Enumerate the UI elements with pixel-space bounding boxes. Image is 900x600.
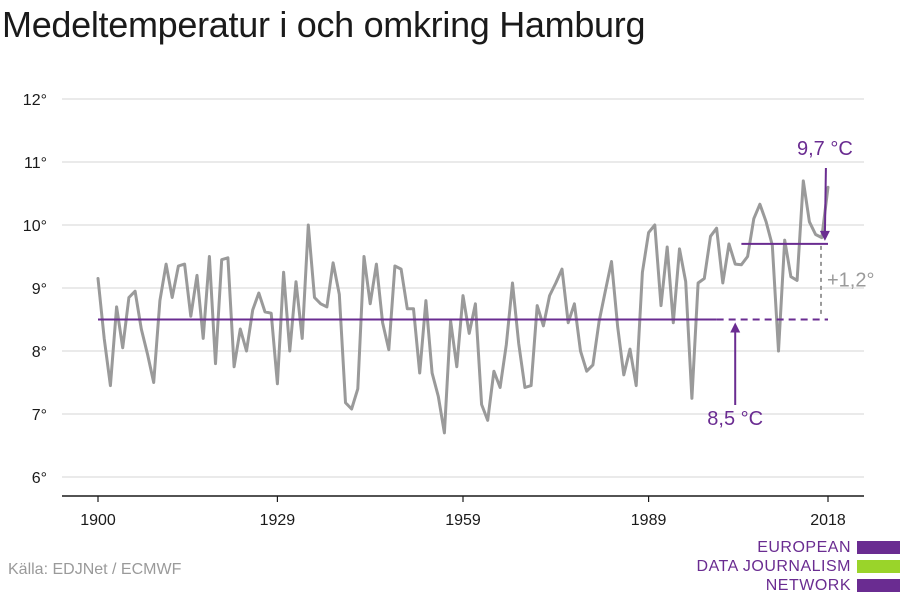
temperature-series-line — [96, 179, 830, 435]
y-tick-label: 10° — [23, 218, 47, 235]
x-tick-label: 1900 — [80, 512, 116, 529]
logo-text-line: NETWORK — [765, 577, 851, 594]
difference-label: +1,2° — [827, 270, 874, 292]
ednj-logo[interactable]: EUROPEAN DATA JOURNALISM NETWORK — [696, 538, 900, 598]
x-tick-label: 1989 — [631, 512, 667, 529]
y-tick-label: 9° — [32, 281, 47, 298]
recent-arrow-shaft — [823, 167, 827, 234]
y-axis: 6° 7° 8° 9° 10° 11° 12° — [23, 92, 47, 487]
x-tick-label: 1929 — [260, 512, 296, 529]
baseline-arrow-head — [730, 322, 741, 333]
logo-bar — [857, 560, 900, 573]
y-tick-label: 7° — [32, 407, 47, 424]
logo-bar — [857, 541, 900, 554]
baseline-value-label: 8,5 °C — [707, 408, 763, 430]
logo-text-line: DATA JOURNALISM — [696, 558, 851, 575]
recent-arrow-head — [819, 230, 830, 241]
x-tick-label: 1959 — [445, 512, 481, 529]
reference-lines — [98, 242, 828, 321]
logo-text-line: EUROPEAN — [757, 539, 851, 556]
x-axis: 1900 1929 1959 1989 2018 — [62, 495, 864, 529]
y-tick-label: 11° — [24, 155, 47, 172]
chart-title: Medeltemperatur i och omkring Hamburg — [2, 4, 646, 45]
annotations: +1,2° 8,5 °C 9,7 °C — [707, 138, 874, 430]
source-note: Källa: EDJNet / ECMWF — [8, 561, 182, 578]
series-layer — [96, 179, 830, 435]
y-tick-label: 8° — [32, 344, 47, 361]
recent-value-label: 9,7 °C — [797, 138, 853, 160]
y-tick-label: 6° — [32, 470, 47, 487]
logo-bar — [857, 579, 900, 592]
x-tick-label: 2018 — [810, 512, 846, 529]
y-tick-label: 12° — [23, 92, 47, 109]
